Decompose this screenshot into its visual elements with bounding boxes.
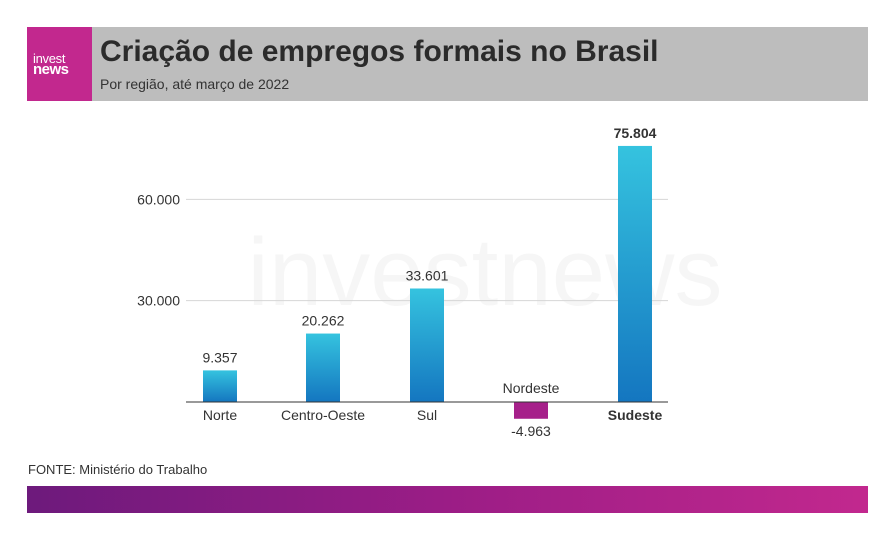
value-label: 20.262 [302, 313, 345, 329]
logo-text-news: news [33, 61, 69, 78]
value-label: 75.804 [614, 125, 657, 141]
value-label: 9.357 [202, 349, 237, 365]
footer-bar [27, 486, 868, 513]
logo-text-invest: invest [33, 51, 66, 66]
category-label: Sudeste [608, 407, 663, 423]
y-tick-label: 60.000 [137, 191, 180, 207]
source-note: FONTE: Ministério do Trabalho [28, 462, 208, 477]
value-label: -4.963 [511, 423, 551, 439]
category-label: Centro-Oeste [281, 407, 365, 423]
bar [618, 145, 652, 402]
investnews-logo: invest news [27, 27, 92, 101]
bar [306, 333, 340, 402]
y-tick-label: 30.000 [137, 293, 180, 309]
chart-subtitle: Por região, até março de 2022 [100, 76, 290, 92]
y-axis-ticks: 30.000 60.000 [137, 191, 180, 308]
bars [203, 145, 652, 419]
bar [514, 402, 548, 419]
category-label: Norte [203, 407, 237, 423]
bar [203, 370, 237, 402]
category-label: Sul [417, 407, 437, 423]
chart-header: invest news Criação de empregos formais … [27, 27, 868, 101]
bar [410, 288, 444, 402]
chart-title: Criação de empregos formais no Brasil [100, 35, 659, 68]
category-label: Nordeste [503, 380, 560, 396]
value-label: 33.601 [406, 267, 449, 283]
bar-labels: 9.357 Norte 20.262 Centro-Oeste 33.601 Sul Nor… [202, 125, 662, 439]
